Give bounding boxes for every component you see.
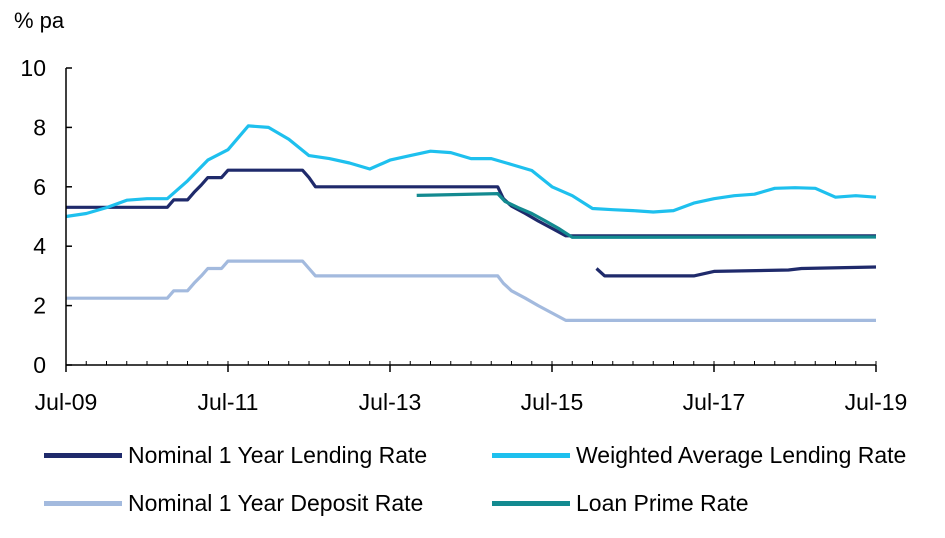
x-tick-label-5: Jul-19 xyxy=(845,389,908,415)
y-tick-label-5: 10 xyxy=(20,55,46,81)
legend-swatch-nominal-lending xyxy=(44,453,122,458)
legend-label-deposit-rate: Nominal 1 Year Deposit Rate xyxy=(128,490,424,516)
series-line-4 xyxy=(595,265,877,278)
legend-item-weighted-average: Weighted Average Lending Rate xyxy=(492,442,906,469)
legend-label-nominal-lending: Nominal 1 Year Lending Rate xyxy=(128,442,428,468)
x-tick-label-3: Jul-15 xyxy=(521,389,584,415)
legend-swatch-deposit-rate xyxy=(44,501,122,506)
legend-item-deposit-rate: Nominal 1 Year Deposit Rate xyxy=(44,490,423,517)
x-tick-label-0: Jul-09 xyxy=(35,389,98,415)
y-tick-label-3: 6 xyxy=(33,174,46,200)
legend-label-loan-prime-rate: Loan Prime Rate xyxy=(576,490,749,516)
y-tick-label-4: 8 xyxy=(33,114,46,140)
series-line-0 xyxy=(66,168,876,238)
y-tick-label-1: 2 xyxy=(33,293,46,319)
legend-label-weighted-average: Weighted Average Lending Rate xyxy=(576,442,907,468)
line-chart: 0 2 4 6 8 10 Jul-09 Jul-11 Jul-13 Jul-15 Jul-17 Jul… xyxy=(20,55,908,415)
y-axis-unit-label: % pa xyxy=(14,8,65,33)
y-tick-label-0: 0 xyxy=(33,352,46,378)
series-line-2 xyxy=(66,259,876,322)
legend-item-loan-prime-rate: Loan Prime Rate xyxy=(492,490,749,517)
legend-swatch-loan-prime-rate xyxy=(492,501,570,506)
legend-swatch-weighted-average xyxy=(492,453,570,458)
series-line-1 xyxy=(65,124,877,219)
y-tick-label-2: 4 xyxy=(33,233,46,259)
legend: Nominal 1 Year Lending Rate Weighted Ave… xyxy=(0,430,945,530)
x-tick-label-2: Jul-13 xyxy=(359,389,422,415)
series-line-3 xyxy=(416,192,877,239)
x-tick-label-4: Jul-17 xyxy=(683,389,746,415)
legend-item-nominal-lending: Nominal 1 Year Lending Rate xyxy=(44,442,427,469)
x-tick-label-1: Jul-11 xyxy=(198,389,259,415)
